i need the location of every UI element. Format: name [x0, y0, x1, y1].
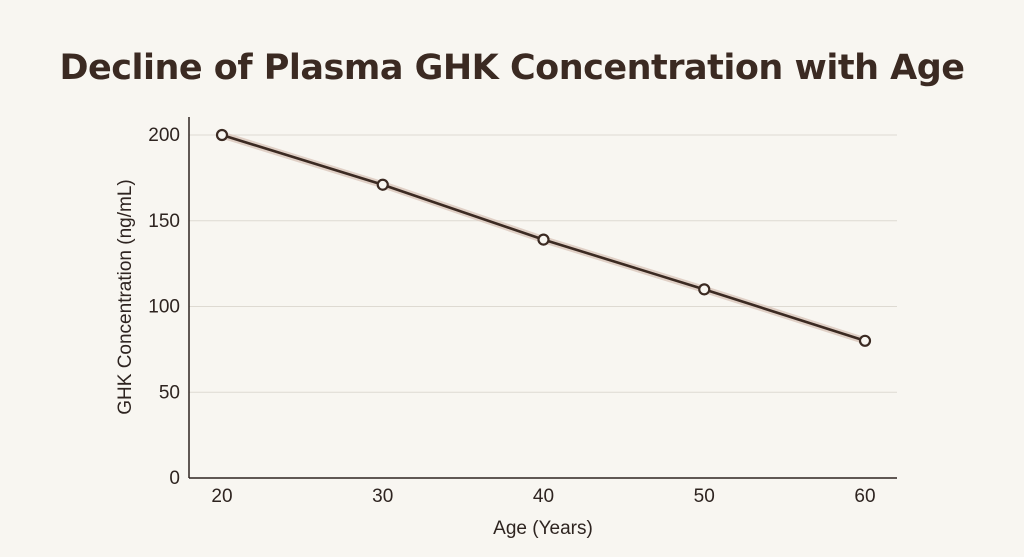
x-tick-labels: 20 30 40 50 60 — [211, 486, 875, 507]
x-tick-label: 60 — [854, 486, 875, 507]
chart-title: Decline of Plasma GHK Concentration with… — [59, 48, 965, 88]
x-axis-title: Age (Years) — [493, 518, 593, 539]
y-tick-label: 200 — [148, 125, 180, 146]
gridlines — [189, 134, 897, 393]
y-axis-title: GHK Concentration (ng/mL) — [115, 179, 136, 415]
y-tick-label: 0 — [169, 468, 180, 489]
y-tick-label: 150 — [148, 211, 180, 232]
data-point — [215, 128, 229, 142]
axes — [188, 117, 897, 479]
data-point — [698, 283, 711, 296]
series-layer — [215, 128, 872, 347]
data-point — [858, 334, 872, 347]
y-tick-label: 100 — [148, 297, 180, 318]
x-tick-label: 40 — [533, 486, 554, 507]
y-tick-labels: 0 50 100 150 200 — [148, 125, 180, 489]
data-point — [537, 233, 550, 246]
x-tick-label: 30 — [372, 486, 393, 507]
x-tick-label: 20 — [211, 486, 232, 507]
x-tick-label: 50 — [694, 486, 715, 507]
y-tick-label: 50 — [159, 382, 180, 403]
data-point — [376, 178, 389, 191]
